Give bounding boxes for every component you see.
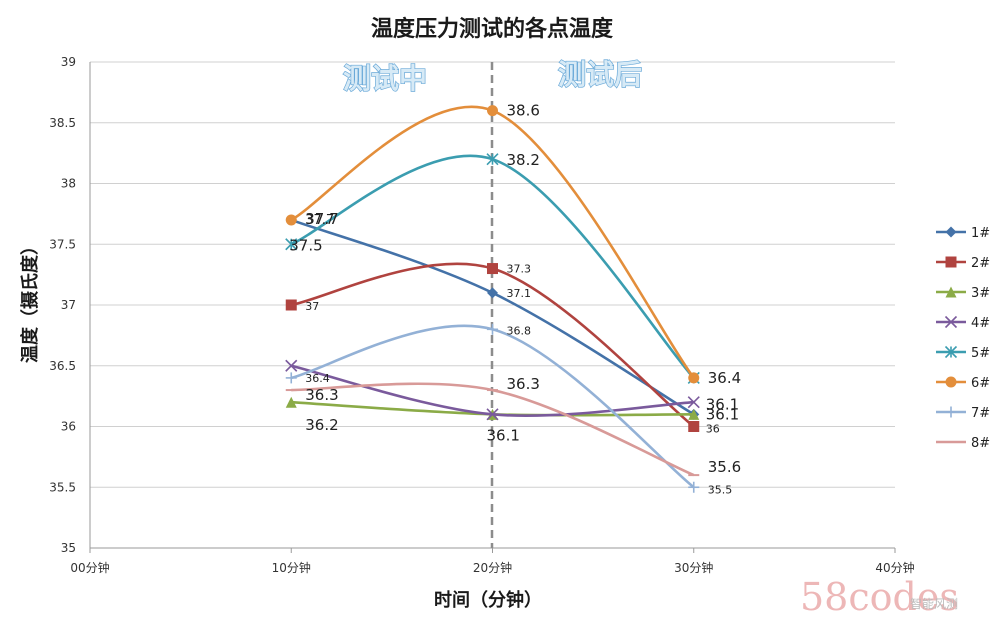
x-tick-label: 30分钟: [674, 560, 713, 575]
data-label: 36.4: [708, 369, 741, 387]
x-tick-label: 00分钟: [70, 560, 109, 575]
data-label: 37.5: [289, 236, 322, 254]
legend-label: 5#: [971, 346, 990, 361]
legend-marker: [944, 345, 958, 359]
legend: 1# 2# 3# 4# 5# 6# 7# 8#: [936, 226, 990, 451]
data-point-marker: [486, 153, 499, 166]
data-point-marker: [688, 481, 700, 493]
y-tick-label: 37.5: [49, 237, 76, 251]
legend-marker: [945, 406, 957, 418]
data-label: 36.2: [305, 416, 338, 434]
series-4: [285, 359, 700, 421]
data-label: 38.6: [507, 102, 540, 120]
data-point-marker: [285, 359, 298, 372]
data-point-marker: [285, 238, 298, 251]
data-point-marker: [487, 105, 498, 117]
legend-label: 3#: [971, 286, 990, 301]
data-label: 38.2: [507, 151, 540, 169]
y-tick-label: 38: [61, 177, 76, 191]
y-tick-label: 38.5: [49, 116, 76, 130]
data-point-marker-stroke: [687, 396, 700, 409]
series-5: [285, 153, 700, 384]
series-6: [285, 105, 700, 384]
data-point-marker-stroke: [486, 408, 499, 421]
legend-item: 7#: [936, 406, 990, 421]
data-label: 36.8: [507, 324, 532, 337]
y-axis-ticks: 35 35.5 36 36.5 37 37.5 38 38.5 39: [49, 55, 76, 555]
data-point-marker: [285, 299, 297, 311]
legend-label: 1#: [971, 226, 990, 241]
legend-item: 8#: [936, 436, 990, 451]
data-label: 37: [305, 300, 319, 313]
data-point-marker: [688, 372, 700, 384]
y-tick-label: 37: [61, 298, 76, 312]
legend-marker: [945, 256, 957, 268]
data-label: 36.1: [487, 426, 520, 444]
data-label: 36.3: [305, 386, 338, 404]
phase-label-during: 测试中: [343, 62, 427, 95]
x-tick-label: 40分钟: [875, 560, 914, 575]
data-label: 36.1: [706, 395, 739, 413]
legend-marker: [945, 376, 957, 388]
legend-marker-stroke: [944, 315, 958, 329]
legend-marker: [945, 286, 957, 298]
data-labels: 37.737.136.13737.33636.236.136.137.538.2…: [289, 102, 741, 497]
legend-item: 1#: [936, 226, 990, 241]
data-point-marker-stroke: [285, 359, 298, 372]
data-label: 36: [706, 423, 720, 436]
data-label: 35.5: [708, 483, 733, 496]
legend-item: 2#: [936, 256, 990, 271]
data-label: 36.4: [305, 372, 330, 385]
legend-item: 5#: [936, 345, 990, 361]
x-tick-label: 10分钟: [272, 560, 311, 575]
data-point-marker: [285, 396, 297, 408]
legend-label: 2#: [971, 256, 990, 271]
data-point-marker: [486, 408, 499, 421]
x-axis-ticks: 00分钟 10分钟 20分钟 30分钟 40分钟: [70, 548, 915, 575]
data-label: 36.1: [706, 405, 739, 423]
legend-label: 4#: [971, 316, 990, 331]
data-point-marker: [688, 408, 700, 420]
y-tick-label: 39: [61, 55, 76, 69]
data-point-marker: [285, 214, 297, 226]
watermark-sub: 智能风测: [910, 596, 958, 611]
data-point-marker: [687, 396, 700, 409]
x-axis-title: 时间（分钟）: [434, 589, 542, 611]
data-label: 37.7: [305, 213, 334, 228]
legend-item: 3#: [936, 286, 990, 301]
series-group: [285, 105, 700, 493]
legend-item: 6#: [936, 376, 990, 391]
legend-label: 8#: [971, 436, 990, 451]
chart-title: 温度压力测试的各点温度: [371, 16, 614, 42]
series-8: [285, 382, 700, 477]
data-label: 35.6: [708, 458, 741, 476]
data-label: 37.7: [305, 210, 338, 228]
y-tick-label: 35.5: [49, 480, 76, 494]
phase-label-after: 测试后: [558, 58, 642, 91]
y-axis-title: 温度（摄氏度）: [19, 237, 41, 363]
data-label: 37.1: [507, 287, 532, 300]
legend-marker: [944, 315, 958, 329]
data-point-marker: [688, 421, 700, 432]
data-label: 37.3: [507, 263, 532, 276]
data-point-marker: [487, 263, 498, 275]
y-tick-label: 35: [61, 541, 76, 555]
legend-marker: [945, 226, 957, 238]
legend-label: 6#: [971, 376, 990, 391]
watermark-brand: 58codes: [800, 575, 959, 619]
data-point-marker: [487, 323, 498, 335]
y-tick-label: 36: [61, 420, 76, 434]
data-point-marker: [285, 372, 297, 384]
data-label: 36.3: [507, 375, 540, 393]
legend-item: 4#: [936, 315, 990, 331]
series-7: [285, 323, 700, 493]
x-tick-label: 20分钟: [473, 560, 512, 575]
y-tick-label: 36.5: [49, 359, 76, 373]
data-point-marker: [487, 287, 498, 299]
legend-label: 7#: [971, 406, 990, 421]
series-2: [285, 262, 700, 432]
